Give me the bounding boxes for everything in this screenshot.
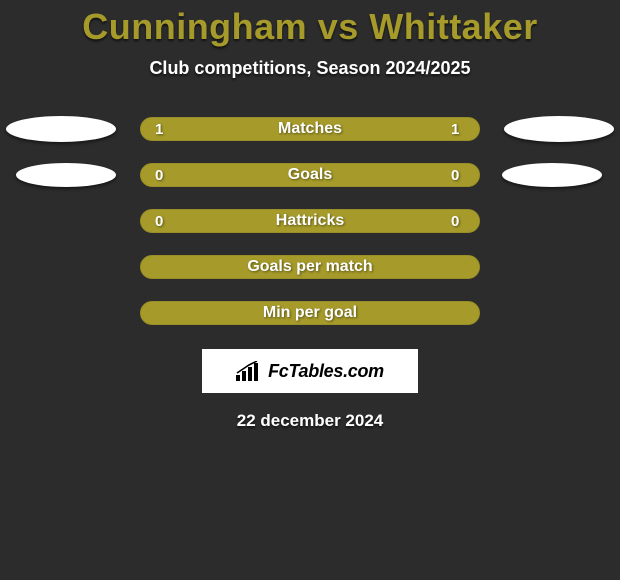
stat-label: Hattricks <box>276 212 344 230</box>
stat-value-left: 1 <box>155 121 169 138</box>
stat-row-hattricks: 0 Hattricks 0 <box>0 209 620 233</box>
player-right-marker <box>504 116 614 142</box>
stat-value-right: 0 <box>451 213 465 230</box>
snapshot-date: 22 december 2024 <box>0 411 620 431</box>
stat-bar: 0 Goals 0 <box>140 163 480 187</box>
player-left-marker <box>16 163 116 187</box>
stat-row-matches: 1 Matches 1 <box>0 117 620 141</box>
stat-label: Goals per match <box>247 258 372 276</box>
stat-row-goals-per-match: Goals per match <box>0 255 620 279</box>
stat-label: Matches <box>278 120 342 138</box>
source-logo: FcTables.com <box>202 349 418 393</box>
stat-label: Goals <box>288 166 332 184</box>
stat-value-left: 0 <box>155 167 169 184</box>
stat-row-goals: 0 Goals 0 <box>0 163 620 187</box>
stat-bar: Min per goal <box>140 301 480 325</box>
player-right-marker <box>502 163 602 187</box>
stat-label: Min per goal <box>263 304 357 322</box>
comparison-infographic: Cunningham vs Whittaker Club competition… <box>0 0 620 431</box>
bar-chart-icon <box>236 361 262 381</box>
page-subtitle: Club competitions, Season 2024/2025 <box>0 58 620 79</box>
stat-value-right: 1 <box>451 121 465 138</box>
stat-value-left: 0 <box>155 213 169 230</box>
stat-value-right: 0 <box>451 167 465 184</box>
page-title: Cunningham vs Whittaker <box>0 6 620 48</box>
stat-bar: 0 Hattricks 0 <box>140 209 480 233</box>
source-logo-text: FcTables.com <box>268 361 384 382</box>
player-left-marker <box>6 116 116 142</box>
stat-row-min-per-goal: Min per goal <box>0 301 620 325</box>
stat-bar: 1 Matches 1 <box>140 117 480 141</box>
stat-rows: 1 Matches 1 0 Goals 0 0 Hattricks 0 <box>0 117 620 325</box>
stat-bar: Goals per match <box>140 255 480 279</box>
